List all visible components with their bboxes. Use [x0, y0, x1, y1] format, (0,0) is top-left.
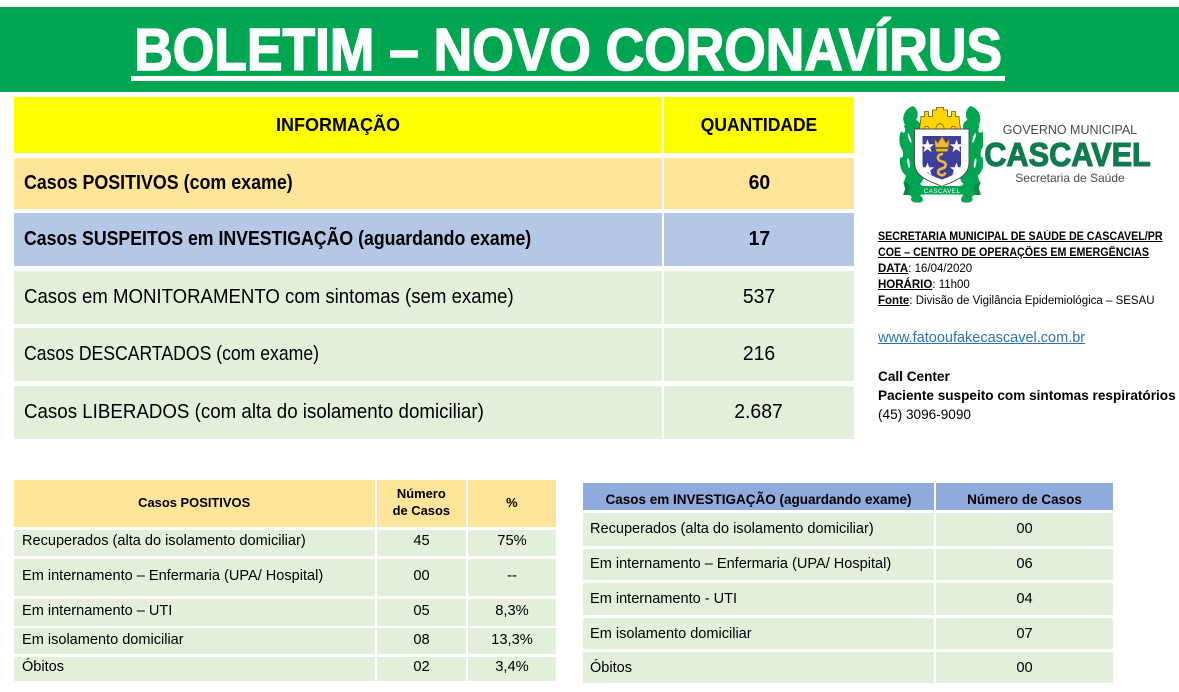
- svg-text:CASCAVEL: CASCAVEL: [924, 188, 961, 195]
